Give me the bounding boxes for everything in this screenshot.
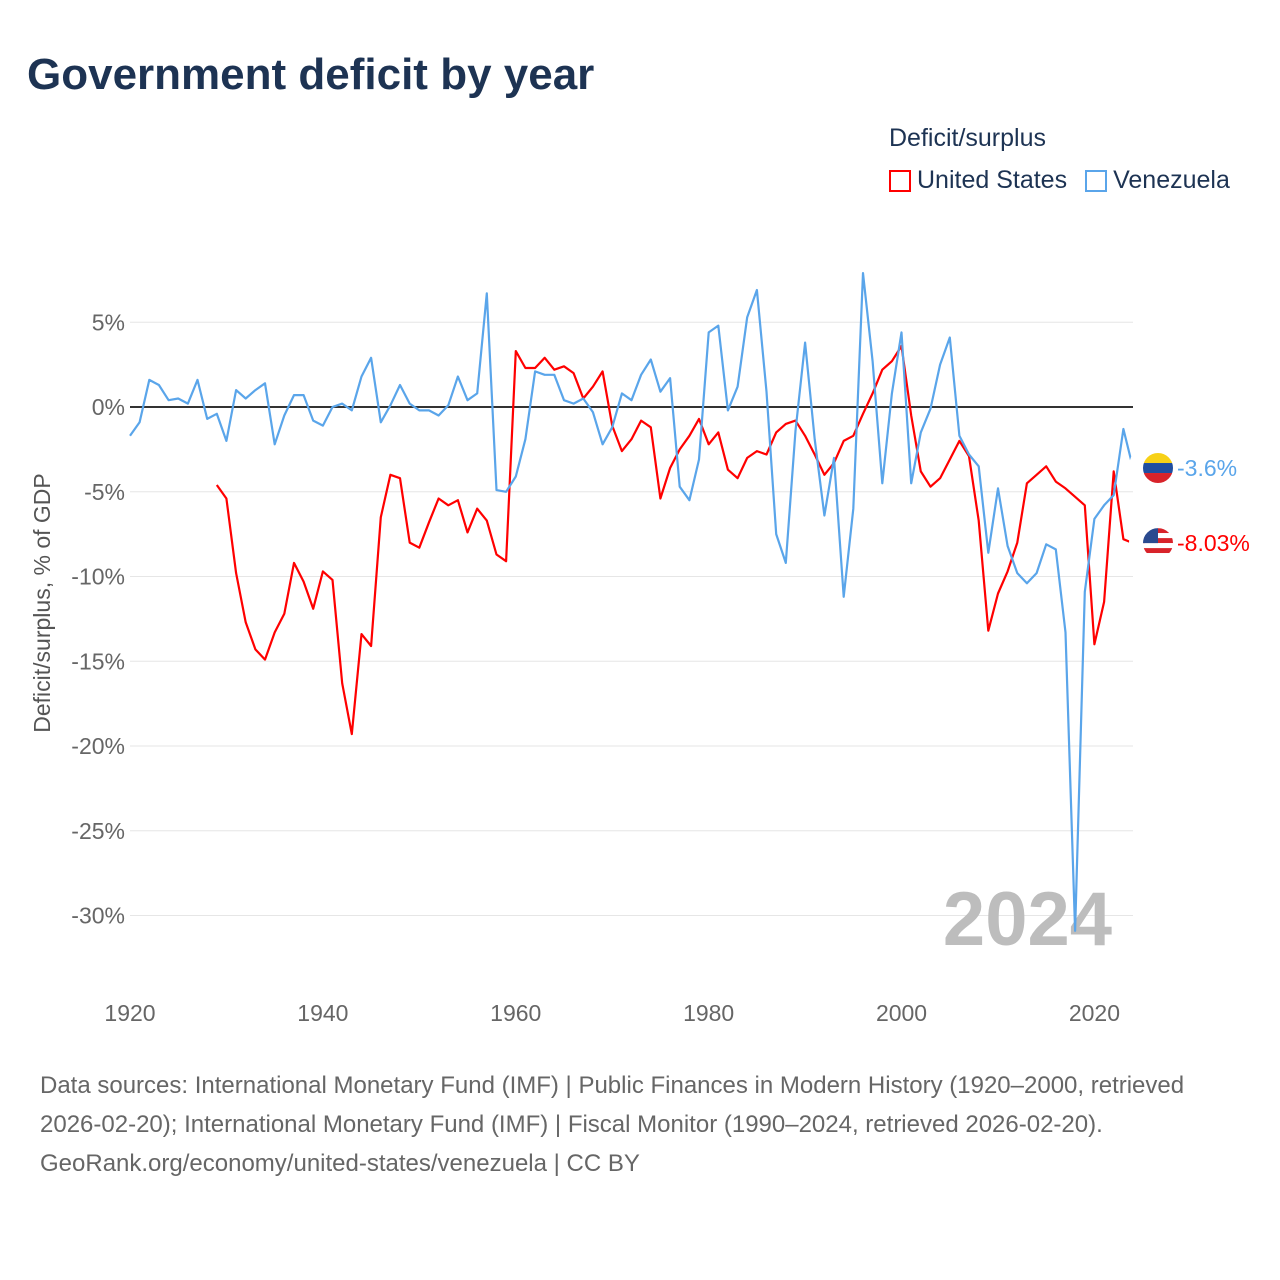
- year-watermark: 2024: [943, 877, 1112, 962]
- flag-stripe: [1143, 453, 1173, 464]
- flag-venezuela-icon: [1129, 439, 1187, 498]
- legend: United States Venezuela: [889, 166, 1230, 195]
- legend-item-united-states[interactable]: United States: [889, 166, 1067, 195]
- flag-stripe: [1143, 543, 1173, 549]
- flag-united-states-icon: [1129, 514, 1187, 573]
- flag-stripe: [1143, 473, 1173, 484]
- y-tick-label: -5%: [84, 479, 125, 505]
- legend-item-venezuela[interactable]: Venezuela: [1085, 166, 1230, 195]
- series-line-united-states: [215, 344, 1134, 736]
- y-tick-label: 5%: [92, 309, 125, 335]
- y-tick-label: -10%: [71, 564, 125, 590]
- legend-label: United States: [917, 166, 1068, 194]
- x-tick-label: 2000: [876, 1000, 927, 1026]
- x-tick-label: 2020: [1069, 1000, 1120, 1026]
- credit-link[interactable]: GeoRank.org/economy/united-states/venezu…: [40, 1150, 640, 1177]
- y-tick-label: -15%: [71, 648, 125, 674]
- y-tick-label: -25%: [71, 818, 125, 844]
- x-tick-label: 1960: [490, 1000, 541, 1026]
- flag-stripe: [1143, 548, 1173, 554]
- end-value-label-united-states: -8.03%: [1177, 530, 1250, 556]
- x-tick-label: 1940: [297, 1000, 348, 1026]
- data-sources: Data sources: International Monetary Fun…: [40, 1072, 1185, 1138]
- legend-swatch-united-states: [889, 169, 911, 192]
- legend-swatch-venezuela: [1085, 169, 1108, 192]
- y-tick-label: -30%: [71, 903, 125, 929]
- flag-stripe: [1143, 463, 1173, 474]
- y-tick-label: 0%: [92, 394, 125, 420]
- end-value-label-venezuela: -3.6%: [1177, 455, 1237, 481]
- footer: Data sources: International Monetary Fun…: [40, 1066, 1240, 1183]
- legend-label: Venezuela: [1113, 166, 1230, 194]
- x-tick-label: 1980: [683, 1000, 734, 1026]
- flag-stripe: [1143, 553, 1173, 559]
- flag-mask: [1129, 439, 1187, 498]
- flag-mask: [1129, 514, 1187, 573]
- series-line-venezuela: [129, 272, 1135, 932]
- y-axis-label: Deficit/surplus, % of GDP: [29, 473, 55, 732]
- chart-title: Government deficit by year: [27, 50, 595, 99]
- y-tick-label: -20%: [71, 733, 125, 759]
- x-tick-label: 1920: [104, 1000, 155, 1026]
- legend-title: Deficit/surplus: [889, 124, 1046, 152]
